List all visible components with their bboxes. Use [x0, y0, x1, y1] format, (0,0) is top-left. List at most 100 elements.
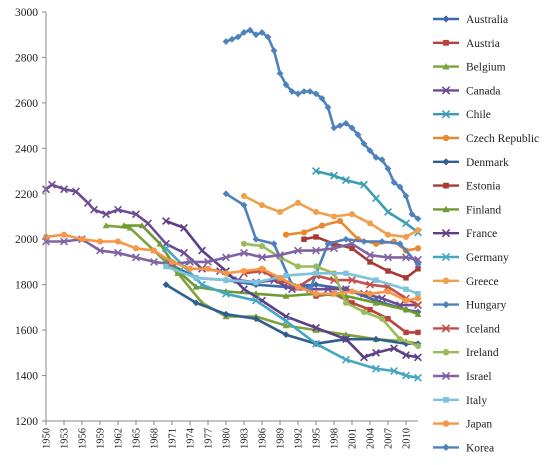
x-tick-label: 1956	[78, 428, 89, 449]
data-point-korea	[402, 192, 410, 200]
data-point-korea	[246, 26, 254, 34]
data-point-belgium	[102, 222, 110, 229]
series-greece	[240, 192, 422, 241]
legend-swatch-marker	[442, 301, 450, 309]
data-point-greece	[258, 202, 266, 209]
data-point-ireland	[396, 336, 404, 343]
legend-item-estonia: Estonia	[433, 181, 501, 193]
data-point-france	[342, 335, 350, 344]
data-point-greece	[366, 220, 374, 227]
data-point-greece	[276, 208, 284, 216]
data-point-israel	[414, 255, 422, 264]
y-tick-label: 3000	[15, 7, 38, 19]
data-point-czech-republic	[300, 229, 308, 236]
legend-swatch-marker	[442, 158, 450, 166]
y-tick-label: 2200	[15, 189, 38, 201]
data-point-denmark	[402, 340, 410, 348]
legend-item-israel: Israel	[433, 371, 492, 383]
legend-label: Italy	[466, 395, 487, 407]
y-tick-label: 1200	[15, 416, 38, 428]
data-point-korea	[252, 31, 260, 39]
data-point-japan	[348, 288, 356, 295]
legend-swatch-marker	[442, 420, 450, 427]
data-point-israel	[384, 253, 392, 262]
legend-label: Korea	[466, 442, 494, 454]
data-point-hungary	[222, 190, 230, 198]
x-tick-label: 1974	[186, 427, 197, 449]
data-point-korea	[360, 140, 368, 148]
data-point-hungary	[378, 238, 386, 245]
data-point-korea	[228, 35, 236, 43]
data-point-japan	[330, 290, 338, 297]
data-point-finland	[282, 292, 290, 299]
data-point-canada	[84, 198, 92, 207]
data-point-germany	[414, 373, 422, 382]
data-point-israel	[186, 257, 194, 266]
x-tick-label: 1989	[276, 428, 287, 449]
data-point-hungary	[414, 260, 422, 268]
data-point-israel	[402, 253, 410, 262]
data-point-canada	[48, 180, 56, 189]
data-point-canada	[288, 285, 296, 294]
data-point-italy	[283, 272, 289, 279]
x-tick-label: 1971	[168, 428, 179, 449]
series-line-israel	[44, 237, 420, 266]
series-line-canada	[44, 183, 420, 307]
data-point-korea	[270, 47, 278, 55]
data-point-greece	[348, 211, 356, 218]
legend-swatch-marker	[441, 86, 451, 95]
legend-swatch-marker	[442, 348, 450, 356]
data-point-denmark	[162, 281, 170, 289]
data-point-belgium	[126, 224, 134, 231]
data-point-hungary	[270, 240, 278, 248]
x-tick-label: 2007	[384, 428, 395, 449]
data-point-japan	[414, 295, 422, 302]
legend-item-france: France	[433, 228, 497, 240]
data-point-germany	[342, 355, 350, 364]
data-point-israel	[222, 253, 230, 262]
data-point-finland	[138, 222, 146, 229]
data-point-korea	[414, 215, 422, 223]
series-chile	[312, 167, 422, 237]
data-point-ireland	[258, 242, 266, 250]
data-point-korea	[318, 94, 326, 102]
data-point-japan	[258, 265, 266, 272]
data-point-korea	[264, 33, 272, 41]
legend-label: Estonia	[466, 181, 501, 193]
data-point-japan	[384, 288, 392, 295]
data-point-japan	[150, 247, 158, 254]
data-point-korea	[294, 90, 302, 98]
data-point-estonia	[385, 268, 391, 274]
y-tick-label: 2000	[15, 234, 38, 246]
data-point-japan	[168, 258, 176, 266]
data-point-germany	[198, 280, 206, 289]
data-point-ireland	[414, 342, 422, 350]
data-point-germany	[252, 296, 260, 305]
data-point-hungary	[360, 238, 368, 245]
legend-label: Belgium	[466, 62, 506, 74]
legend-swatch-marker	[442, 205, 450, 213]
series-israel	[42, 235, 422, 269]
data-point-czech-republic	[336, 217, 344, 225]
data-point-greece	[312, 208, 320, 216]
series-line-hungary	[224, 192, 420, 291]
data-point-australia	[312, 281, 320, 289]
x-tick-label: 1953	[60, 428, 71, 449]
data-point-france	[402, 351, 410, 360]
data-point-greece	[414, 227, 422, 234]
data-point-korea	[288, 88, 296, 95]
legend-swatch-marker	[443, 39, 449, 46]
legend-swatch-marker	[441, 110, 451, 119]
series-line-estonia	[302, 235, 420, 280]
data-point-italy	[163, 263, 169, 270]
data-point-italy	[415, 291, 421, 297]
data-point-korea	[276, 69, 284, 77]
x-tick-label: 1959	[96, 428, 107, 449]
legend-swatch-marker	[441, 252, 451, 262]
data-point-chile	[402, 219, 410, 228]
legend-label: Hungary	[466, 300, 506, 312]
data-point-finland	[414, 310, 422, 317]
data-point-korea	[396, 183, 404, 191]
data-point-korea	[240, 29, 248, 36]
data-point-korea	[300, 88, 308, 95]
